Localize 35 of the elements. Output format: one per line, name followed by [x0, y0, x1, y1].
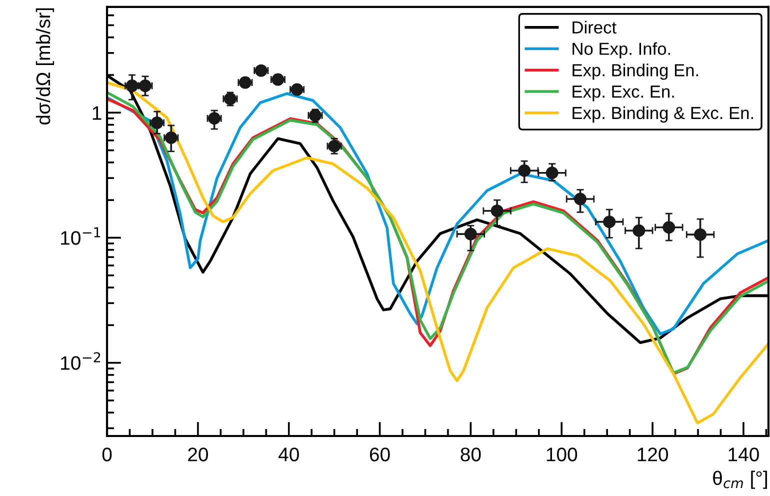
point: [208, 112, 221, 125]
x-tick-label: 120: [638, 448, 668, 462]
point: [603, 216, 616, 228]
x-tick-label: 80: [460, 448, 481, 462]
point: [490, 204, 504, 218]
x-tick-label: 140: [728, 448, 759, 462]
point: [464, 228, 477, 240]
y-tick-label: 10$^{−2}$: [61, 352, 100, 370]
line-series: [107, 81, 768, 424]
legend-label: Direct: [572, 20, 616, 34]
point: [290, 83, 304, 96]
point: [546, 166, 558, 180]
y-tick-label: 10$^{−1}$: [61, 227, 100, 245]
legend-label: Exp. Exc. En.: [572, 86, 674, 102]
point: [694, 228, 707, 241]
x-tick-label: 60: [370, 448, 390, 462]
x-tick-label: 40: [278, 448, 299, 462]
legend-label: No Exp. Info.: [572, 42, 670, 58]
y-tick-label: 1: [92, 106, 102, 120]
point: [224, 92, 236, 106]
point: [574, 192, 587, 206]
point: [518, 164, 531, 177]
point: [164, 131, 178, 144]
point: [150, 116, 164, 130]
y-axis-title: dσ/dΩ [mb/sr]: [36, 8, 54, 125]
legend-label: Exp. Binding En.: [572, 64, 698, 80]
point: [662, 221, 676, 234]
legend-label: Exp. Binding & Exc. En.: [572, 106, 753, 123]
x-tick-label: 100: [546, 448, 578, 462]
point: [254, 64, 268, 77]
x-tick-label: 20: [188, 448, 208, 462]
x-tick-label: 0: [102, 448, 112, 462]
point: [328, 140, 341, 152]
point: [632, 224, 646, 237]
x-axis-title: θ$_{cm}$ [°]: [713, 470, 767, 489]
